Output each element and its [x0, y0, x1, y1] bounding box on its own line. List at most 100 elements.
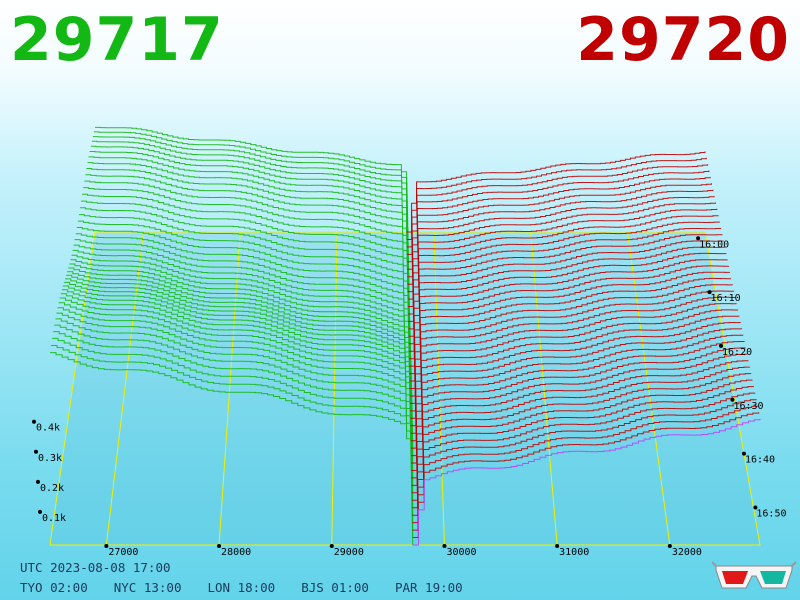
y-tick-label: 16:30 [733, 401, 763, 412]
bid-depth-line [58, 302, 412, 486]
bid-depth-line [77, 220, 410, 352]
bid-depth-line [75, 233, 410, 367]
bid-depth-line [78, 214, 410, 344]
bid-depth-line [50, 352, 414, 545]
z-tick-label: 0.3k [38, 453, 62, 464]
ask-depth-line [410, 303, 737, 412]
ask-depth-line [408, 221, 720, 315]
x-tick-label: 27000 [108, 547, 138, 558]
bid-depth-line [53, 331, 413, 523]
ask-depth-line [412, 412, 760, 538]
bid-depth-line [54, 324, 413, 516]
clock-bjs: BJS 01:00 [301, 580, 369, 595]
bid-depth-line [95, 126, 408, 232]
z-tick-dot [34, 449, 38, 454]
bid-depth-line [65, 278, 412, 441]
ask-depth-line [407, 183, 712, 270]
ask-depth-line [410, 334, 744, 449]
bid-depth-line [70, 259, 411, 404]
y-tick-dot [753, 505, 758, 510]
ask-depth-line [410, 315, 740, 427]
x-tick-dot [104, 544, 109, 548]
ask-depth-line [407, 208, 718, 300]
y-tick-label: 16:50 [756, 508, 786, 519]
bid-depth-line [63, 281, 412, 449]
bid-depth-line [89, 151, 408, 270]
ask-depth-line [407, 202, 716, 293]
3d-glasses-icon[interactable] [712, 558, 796, 594]
ask-depth-line [412, 418, 761, 546]
ask-depth-line [411, 347, 746, 464]
clock-nyc: NYC 13:00 [113, 580, 182, 595]
ask-depth-line [412, 392, 756, 516]
y-tick-dot [730, 397, 735, 402]
bid-depth-line [51, 345, 413, 538]
x-tick-label: 30000 [446, 547, 476, 558]
floor-gridline-30000 [433, 231, 445, 546]
world-clocks: TYO 02:00 NYC 13:00 LON 18:00 BJS 01:00 … [20, 580, 489, 595]
ask-depth-line [409, 290, 735, 397]
ask-depth-line [408, 228, 722, 322]
ask-depth-line [407, 196, 715, 285]
bid-price: 29717 [10, 5, 224, 75]
bid-depth-line [91, 140, 408, 255]
x-tick-label: 29000 [334, 547, 364, 558]
bid-depth-line [55, 318, 413, 508]
bid-depth-line [56, 312, 413, 501]
bid-depth-line [52, 337, 413, 531]
bid-depth-surface [50, 126, 414, 545]
z-tick-label: 0.2k [40, 483, 64, 494]
y-tick-dot [696, 236, 701, 241]
z-tick-dot [36, 479, 40, 484]
ask-depth-line [411, 360, 749, 479]
bid-depth-line [59, 297, 412, 478]
bid-depth-line [88, 156, 408, 277]
bid-depth-line [73, 244, 410, 381]
x-tick-dot [667, 544, 672, 548]
ask-depth-line [412, 399, 757, 524]
ask-depth-line [409, 259, 728, 360]
x-tick-dot [217, 544, 222, 548]
floor-plane [49, 231, 761, 546]
x-tick-dot [442, 544, 447, 548]
ask-depth-line [410, 328, 743, 442]
x-tick-label: 32000 [672, 547, 702, 558]
ask-depth-line [410, 322, 741, 434]
ask-depth-line [406, 151, 706, 233]
y-tick-label: 16:40 [745, 455, 775, 466]
bid-depth-line [93, 131, 408, 240]
y-tick-label: 16:20 [722, 347, 752, 358]
z-tick-label: 0.4k [36, 423, 60, 434]
y-tick-dot [741, 451, 746, 456]
ask-depth-line [411, 366, 750, 486]
ask-depth-line [408, 234, 723, 330]
ask-depth-line [409, 271, 730, 375]
clock-par: PAR 19:00 [394, 580, 463, 595]
y-tick-dot [707, 290, 712, 295]
ask-depth-line [410, 341, 745, 457]
bid-depth-line [87, 162, 409, 285]
z-tick-dot [32, 419, 36, 424]
bid-depth-line [67, 271, 411, 426]
bid-depth-line [84, 180, 409, 307]
bid-depth-line [92, 136, 408, 247]
ask-depth-line [407, 170, 710, 255]
z-tick-dot [38, 509, 42, 514]
bid-depth-line [68, 267, 411, 419]
ask-depth-line [407, 189, 714, 278]
bid-depth-line [72, 249, 411, 389]
bid-depth-line [57, 307, 413, 493]
x-tick-dot [329, 544, 334, 548]
bid-depth-line [83, 187, 409, 314]
ask-depth-line [409, 265, 730, 367]
bid-depth-line [69, 263, 411, 411]
y-tick-label: 16:00 [699, 239, 729, 250]
axis-labels: 27000 28000 29000 30000 31000 32000 0.1k 0.2k 0.… [32, 236, 787, 558]
ask-depth-line [408, 252, 727, 352]
ask-depth-line [409, 277, 732, 382]
ask-depth-line [411, 379, 753, 501]
ask-depth-line [406, 157, 707, 240]
ask-price: 29720 [576, 5, 790, 75]
ask-depth-line [409, 284, 733, 389]
